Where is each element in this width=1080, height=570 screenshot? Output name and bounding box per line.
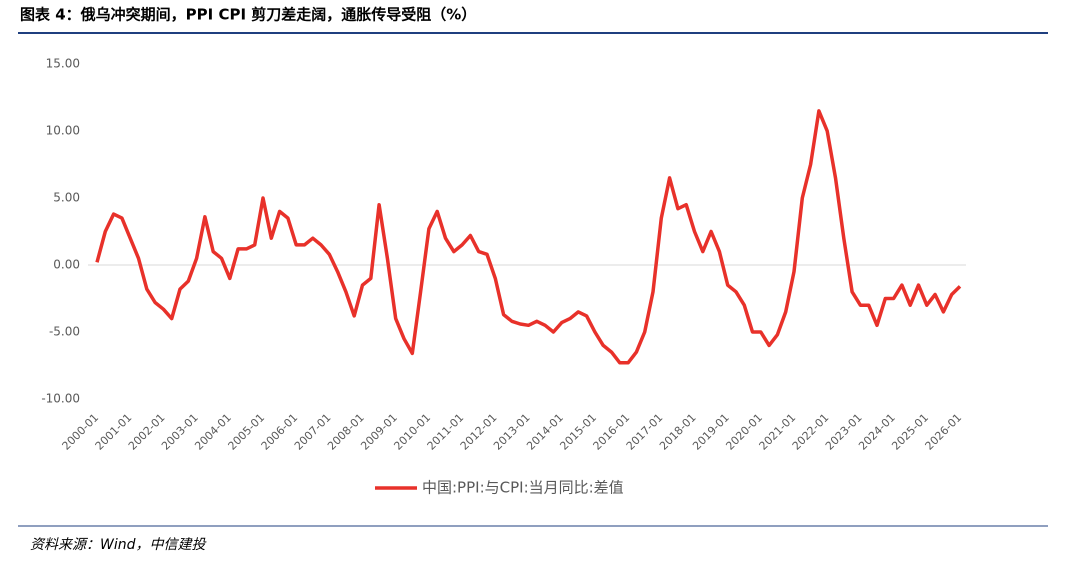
source: 资料来源：Wind，中信建投 xyxy=(30,537,207,553)
series-line xyxy=(95,109,962,365)
x-tick-label: 2026-01 xyxy=(923,411,965,453)
legend-label: 中国:PPI:与CPI:当月同比:差值 xyxy=(422,479,624,497)
y-tick-label: 5.00 xyxy=(53,191,80,205)
y-tick-label: -5.00 xyxy=(49,325,80,339)
y-tick-label: 15.00 xyxy=(46,57,80,71)
y-tick-label: -10.00 xyxy=(41,392,80,406)
y-tick-label: 0.00 xyxy=(53,258,80,272)
chart-title: 图表 4：俄乌冲突期间，PPI CPI 剪刀差走阔，通胀传导受阻（%） xyxy=(20,6,476,24)
y-tick-label: 10.00 xyxy=(46,124,80,138)
